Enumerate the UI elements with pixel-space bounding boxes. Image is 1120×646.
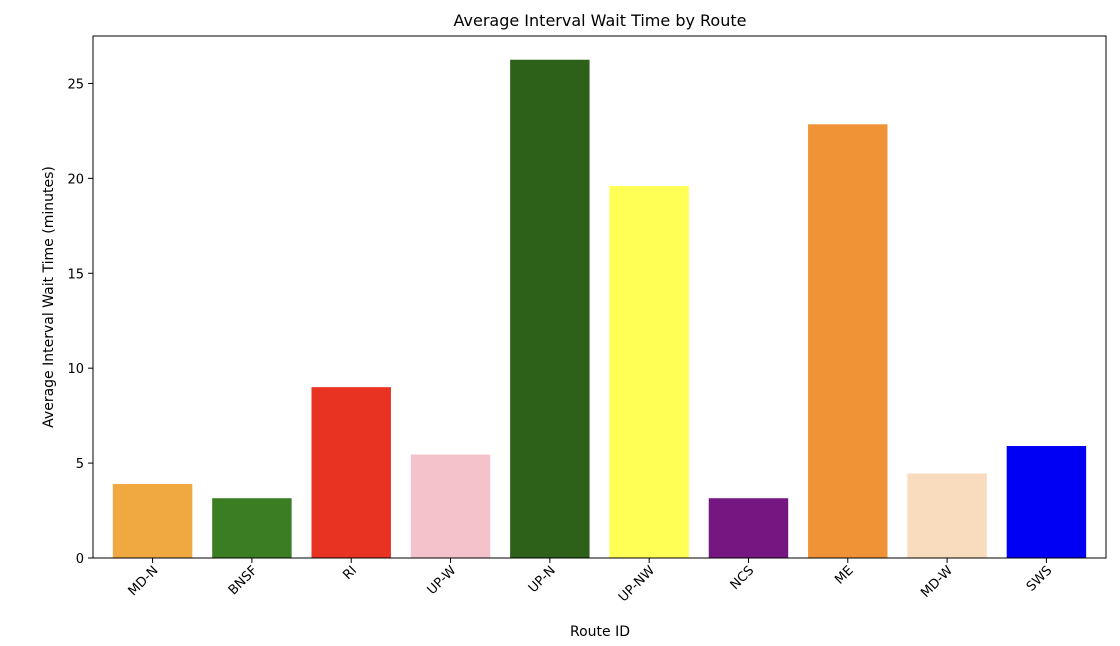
- bar-ri: [311, 387, 391, 558]
- bar-sws: [1006, 446, 1087, 558]
- y-tick-label: 25: [67, 77, 84, 92]
- x-tick-label: BNSF: [226, 563, 261, 598]
- x-tick-label: UP-NW: [616, 563, 658, 605]
- y-tick-label: 20: [67, 172, 84, 187]
- x-tick-label: SWS: [1024, 563, 1055, 594]
- bar-up-nw: [609, 185, 689, 558]
- y-tick-label: 0: [76, 552, 84, 567]
- x-tick-label: MD-W: [918, 563, 956, 601]
- x-tick-label: RI: [340, 563, 360, 583]
- y-tick-label: 5: [76, 457, 84, 472]
- bar-md-n: [112, 483, 193, 558]
- bar-up-n: [510, 59, 590, 558]
- x-tick-label: UP-N: [526, 563, 559, 596]
- y-axis-label: Average Interval Wait Time (minutes): [41, 166, 57, 428]
- bar-up-w: [410, 454, 491, 558]
- y-tick-label: 15: [67, 267, 84, 282]
- bar-me: [808, 124, 888, 559]
- bars-group: [112, 59, 1087, 559]
- plot-frame: [92, 35, 1107, 559]
- bar-ncs: [708, 498, 789, 558]
- x-tick-label: ME: [832, 563, 856, 587]
- y-axis-ticks: 0 5 10 15 20 25: [67, 77, 93, 567]
- bar-md-w: [907, 473, 987, 558]
- chart-title: Average Interval Wait Time by Route: [454, 11, 747, 30]
- x-axis-label: Route ID: [570, 624, 630, 640]
- x-tick-label: UP-W: [425, 563, 460, 598]
- bar-bnsf: [212, 498, 292, 558]
- x-axis-ticks: MD-N BNSF RI UP-W UP-N UP-NW NCS ME MD-W SWS: [126, 558, 1055, 605]
- y-tick-label: 10: [67, 362, 84, 377]
- x-tick-label: MD-N: [126, 563, 162, 599]
- x-tick-label: NCS: [728, 563, 758, 593]
